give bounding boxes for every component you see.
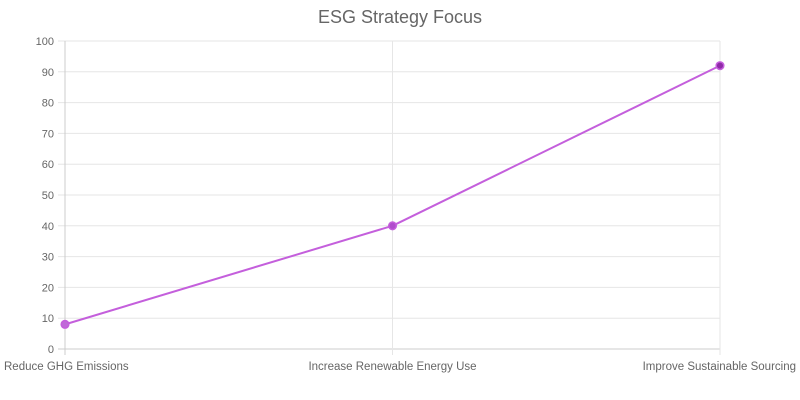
data-point[interactable] bbox=[715, 61, 725, 71]
x-axis-categories: Reduce GHG Emissions Increase Renewable E… bbox=[4, 361, 796, 373]
x-category-label: Improve Sustainable Sourcing bbox=[643, 361, 796, 373]
chart-title: ESG Strategy Focus bbox=[317, 7, 483, 27]
y-axis-ticks: 0 10 20 30 40 50 60 70 80 90 100 bbox=[36, 36, 54, 356]
data-point[interactable] bbox=[60, 319, 70, 329]
y-tick-label: 10 bbox=[42, 313, 54, 325]
grid-lines bbox=[58, 40, 721, 355]
y-tick-label: 70 bbox=[42, 128, 54, 140]
y-tick-label: 40 bbox=[42, 221, 54, 233]
x-category-label: Reduce GHG Emissions bbox=[4, 361, 129, 373]
y-tick-label: 80 bbox=[42, 98, 54, 110]
y-tick-label: 90 bbox=[42, 67, 54, 79]
y-tick-label: 60 bbox=[42, 159, 54, 171]
y-tick-label: 20 bbox=[42, 282, 54, 294]
data-points bbox=[60, 61, 725, 329]
y-tick-label: 50 bbox=[42, 190, 54, 202]
y-tick-label: 100 bbox=[36, 36, 54, 48]
y-tick-label: 0 bbox=[48, 344, 54, 356]
y-tick-label: 30 bbox=[42, 252, 54, 264]
data-point[interactable] bbox=[387, 221, 398, 231]
x-category-label: Increase Renewable Energy Use bbox=[308, 361, 476, 373]
